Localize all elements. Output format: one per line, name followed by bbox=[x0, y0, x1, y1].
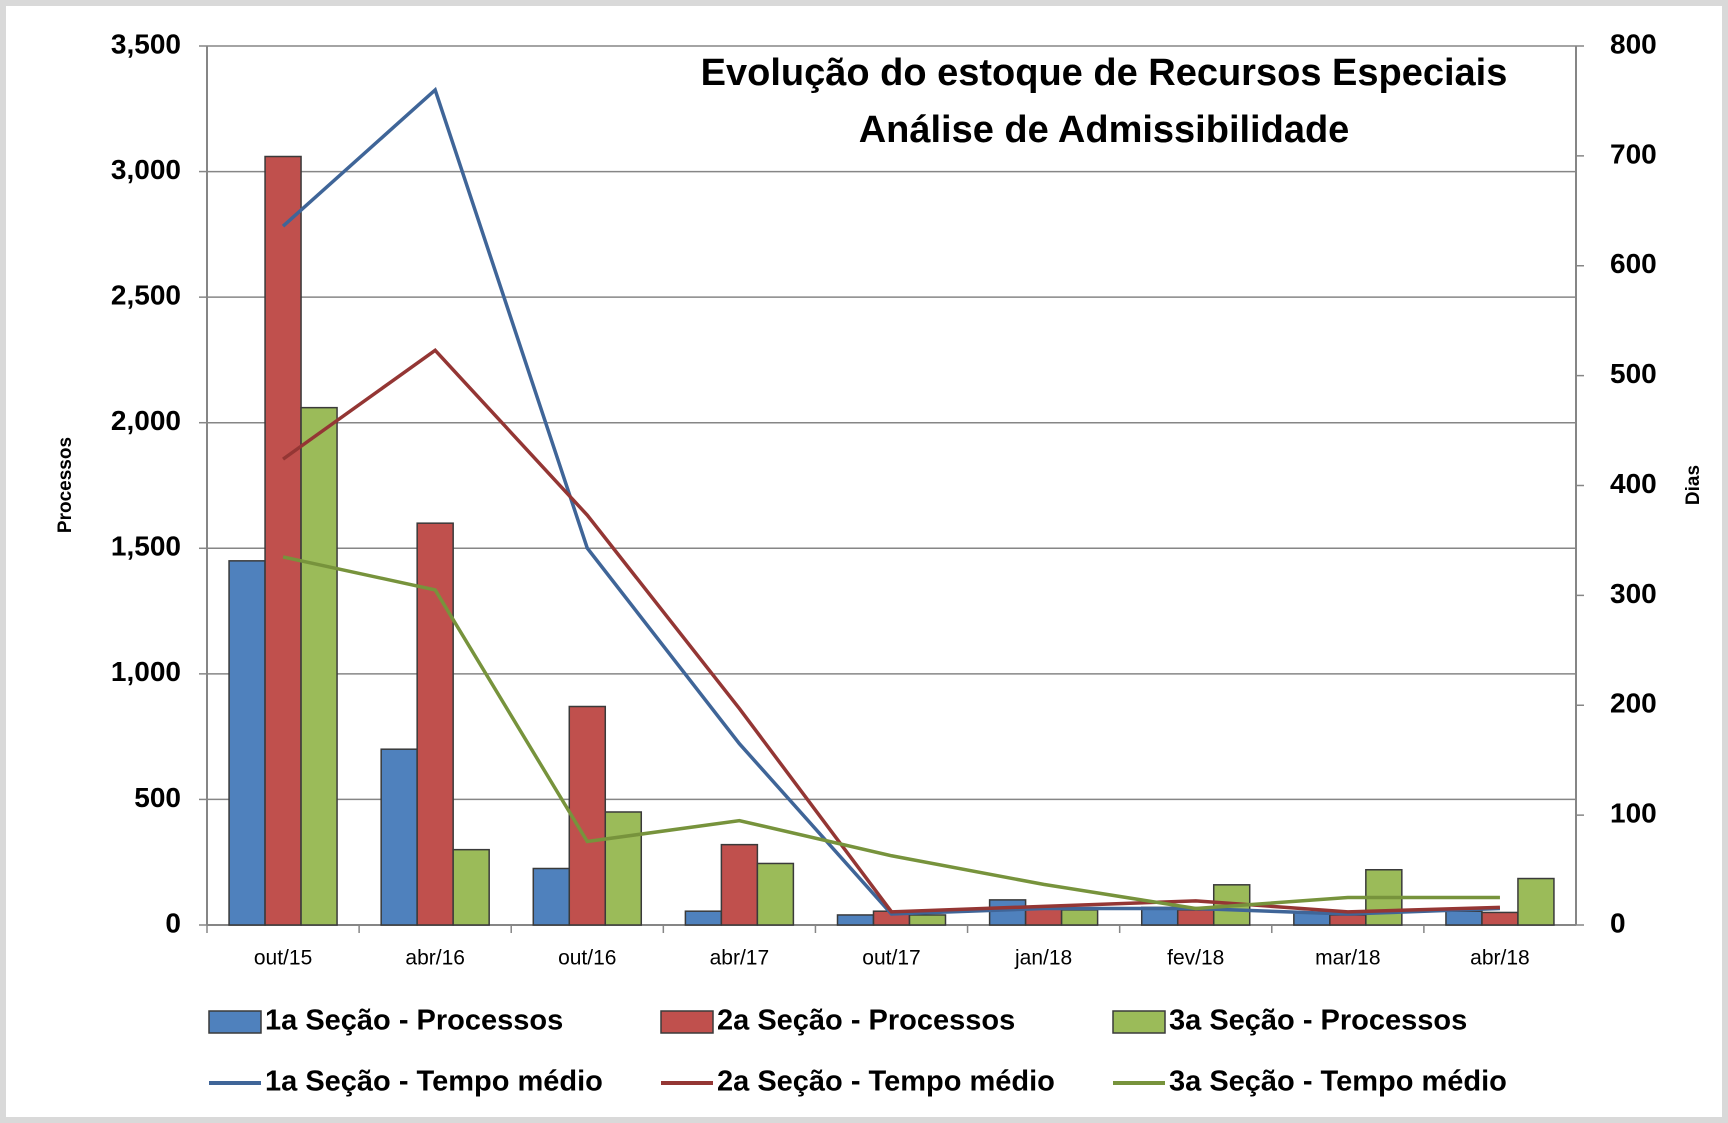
bar bbox=[908, 914, 947, 926]
y-tick-label: 1,000 bbox=[111, 656, 181, 687]
y-axis-label: Processos bbox=[55, 437, 76, 533]
bar bbox=[836, 914, 875, 926]
y2-tick-label: 100 bbox=[1610, 798, 1657, 829]
y2-tick-label: 500 bbox=[1610, 358, 1657, 389]
y2-tick-label: 0 bbox=[1610, 907, 1626, 938]
bar bbox=[452, 848, 490, 926]
legend-label: 3a Seção - Tempo médio bbox=[1169, 1066, 1507, 1098]
bar bbox=[1517, 877, 1555, 926]
y2-tick-label: 800 bbox=[1610, 28, 1657, 59]
bar bbox=[1329, 914, 1367, 926]
bar bbox=[756, 862, 795, 926]
x-tick-label: out/16 bbox=[558, 947, 616, 970]
line bbox=[281, 86, 1501, 916]
bar bbox=[300, 406, 338, 926]
y2-tick-label: 400 bbox=[1610, 468, 1657, 499]
legend-swatch bbox=[660, 1010, 714, 1034]
bar bbox=[532, 867, 571, 926]
x-tick-label: abr/16 bbox=[405, 947, 465, 970]
legend-label: 2a Seção - Tempo médio bbox=[717, 1066, 1055, 1098]
y-tick-label: 2,000 bbox=[111, 405, 181, 436]
y-tick-label: 3,500 bbox=[111, 28, 181, 59]
bar bbox=[264, 155, 302, 926]
y2-tick-label: 600 bbox=[1610, 248, 1657, 279]
bar bbox=[1445, 910, 1483, 926]
y-tick-label: 0 bbox=[165, 907, 181, 938]
bar bbox=[720, 843, 759, 926]
bar bbox=[988, 899, 1027, 926]
legend-swatch bbox=[1112, 1010, 1166, 1034]
y-tick-label: 2,500 bbox=[111, 280, 181, 311]
chart-subtitle: Análise de Admissibilidade bbox=[859, 109, 1350, 151]
legend-swatch bbox=[208, 1010, 262, 1034]
bar bbox=[1176, 909, 1215, 926]
line bbox=[282, 348, 1500, 914]
y2-tick-label: 700 bbox=[1610, 138, 1657, 169]
bar bbox=[1481, 911, 1519, 926]
bar bbox=[684, 910, 723, 926]
x-tick-label: abr/17 bbox=[710, 947, 770, 970]
bar bbox=[1060, 909, 1099, 926]
bar bbox=[568, 705, 607, 926]
y-tick-label: 1,500 bbox=[111, 531, 181, 562]
y-tick-label: 500 bbox=[134, 782, 181, 813]
bar bbox=[380, 748, 418, 926]
legend-label: 1a Seção - Processos bbox=[265, 1005, 563, 1037]
y-tick-label: 3,000 bbox=[111, 154, 181, 185]
bar bbox=[416, 522, 454, 926]
bar bbox=[604, 811, 643, 926]
legend-label: 1a Seção - Tempo médio bbox=[265, 1066, 603, 1098]
x-tick-label: out/17 bbox=[862, 947, 920, 970]
x-tick-label: fev/18 bbox=[1167, 947, 1224, 970]
y2-axis-label: Dias bbox=[1683, 465, 1704, 505]
legend-label: 2a Seção - Processos bbox=[717, 1005, 1015, 1037]
y2-tick-label: 300 bbox=[1610, 578, 1657, 609]
bar bbox=[228, 560, 266, 926]
x-tick-label: jan/18 bbox=[1014, 947, 1072, 970]
legend-label: 3a Seção - Processos bbox=[1169, 1005, 1467, 1037]
y2-tick-label: 200 bbox=[1610, 688, 1657, 719]
line bbox=[282, 555, 1500, 911]
x-tick-label: abr/18 bbox=[1470, 947, 1530, 970]
chart-title: Evolução do estoque de Recursos Especiai… bbox=[701, 52, 1508, 94]
x-tick-label: mar/18 bbox=[1315, 947, 1380, 970]
x-tick-label: out/15 bbox=[254, 947, 312, 970]
